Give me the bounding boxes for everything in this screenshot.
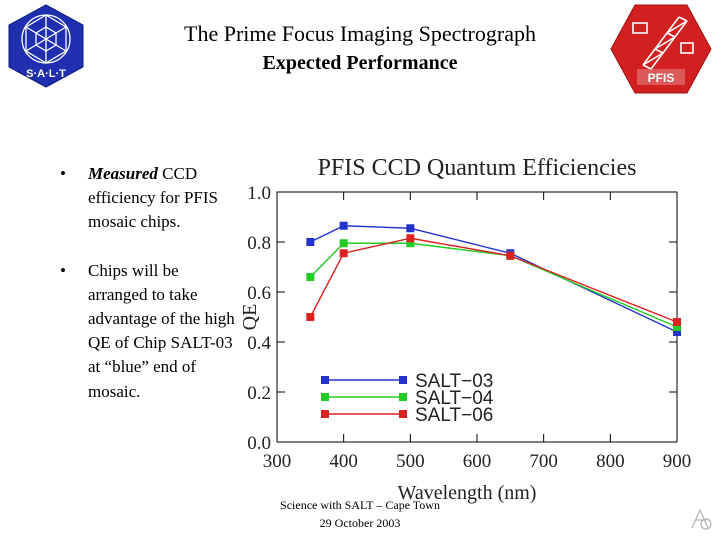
- y-tick-label: 0.4: [247, 333, 271, 354]
- slide-title: The Prime Focus Imaging Spectrograph: [184, 21, 536, 46]
- series-line: [309, 242, 678, 328]
- slide-title-block: The Prime Focus Imaging Spectrograph Exp…: [150, 20, 570, 78]
- y-tick-label: 0.0: [247, 433, 271, 454]
- data-point: [673, 323, 681, 331]
- data-point: [406, 234, 415, 243]
- legend-label: SALT−04: [415, 388, 494, 409]
- x-tick-label: 900: [663, 451, 692, 472]
- data-point: [406, 224, 415, 233]
- data-point: [673, 328, 681, 336]
- chart-title: PFIS CCD Quantum Efficiencies: [318, 155, 637, 181]
- data-point: [306, 313, 315, 321]
- bullet-text: Chips will be arranged to take advantage…: [88, 260, 235, 401]
- salt-logo: S·A·L·T: [3, 3, 89, 89]
- series-line: [310, 225, 678, 333]
- x-axis-label: Wavelength (nm): [398, 482, 537, 504]
- y-tick-label: 0.8: [247, 233, 271, 254]
- data-point: [306, 238, 315, 246]
- x-tick-label: 700: [529, 451, 558, 472]
- series-line: [309, 237, 678, 323]
- bullet-symbol: •: [60, 260, 66, 280]
- slide-footer: Science with SALT – Cape Town 29 October…: [250, 496, 470, 532]
- pfis-logo: PFIS: [609, 3, 713, 95]
- data-point: [306, 273, 315, 281]
- x-tick-label: 500: [396, 451, 425, 472]
- legend-marker: [321, 410, 329, 418]
- bullet-item-2: • Chips will be arranged to take advanta…: [60, 259, 235, 404]
- corner-watermark-icon: [686, 502, 716, 536]
- legend-marker: [399, 410, 407, 418]
- legend-marker: [399, 393, 407, 401]
- footer-line-2: 29 October 2003: [319, 516, 401, 530]
- bullet-list: • Measured CCD efficiency for PFIS mosai…: [60, 162, 235, 428]
- data-point: [406, 239, 415, 248]
- bullet-symbol: •: [60, 164, 66, 183]
- data-point: [673, 318, 681, 326]
- legend-marker: [399, 376, 407, 384]
- bullet-text: CCD efficiency for PFIS mosaic chips.: [88, 164, 218, 232]
- salt-logo-text: S·A·L·T: [26, 68, 66, 80]
- legend-label: SALT−03: [415, 371, 493, 392]
- data-point: [506, 251, 515, 260]
- pfis-logo-text: PFIS: [648, 71, 675, 85]
- legend-label: SALT−06: [415, 405, 493, 426]
- x-tick-label: 400: [329, 451, 358, 472]
- footer-line-1: Science with SALT – Cape Town: [280, 498, 440, 512]
- legend-marker: [321, 393, 329, 401]
- bullet-item-1: • Measured CCD efficiency for PFIS mosai…: [60, 162, 235, 235]
- x-tick-label: 800: [596, 451, 625, 472]
- legend-marker: [321, 376, 329, 384]
- data-point: [339, 249, 348, 258]
- slide-subtitle: Expected Performance: [262, 52, 458, 74]
- qe-chart-svg: PFIS CCD Quantum Efficiencies 300 400 500 60…: [239, 155, 692, 504]
- data-point: [339, 239, 348, 248]
- y-tick-label: 0.6: [247, 283, 271, 304]
- y-tick-label: 1.0: [247, 183, 271, 204]
- bullet-emphasis: Measured: [88, 164, 158, 183]
- y-axis-label: QE: [239, 304, 261, 331]
- x-tick-label: 300: [263, 451, 292, 472]
- data-point: [339, 221, 348, 230]
- y-tick-label: 0.2: [247, 383, 271, 404]
- x-tick-label: 600: [463, 451, 492, 472]
- qe-chart: PFIS CCD Quantum Efficiencies 300 400 500 60…: [232, 150, 702, 510]
